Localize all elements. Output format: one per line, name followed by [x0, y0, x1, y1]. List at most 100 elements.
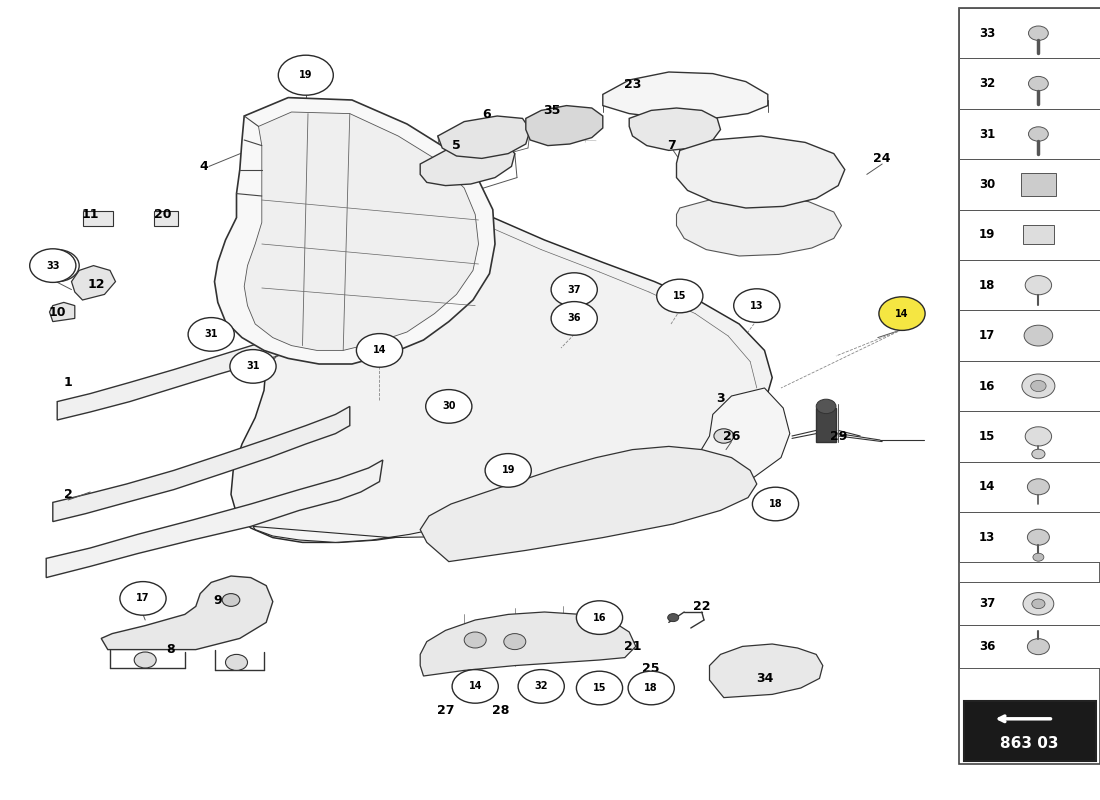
Circle shape	[1028, 76, 1048, 91]
Text: 9: 9	[213, 594, 222, 606]
Circle shape	[551, 302, 597, 335]
Circle shape	[134, 652, 156, 668]
Text: 30: 30	[979, 178, 996, 191]
Polygon shape	[57, 312, 346, 420]
Circle shape	[1022, 374, 1055, 398]
Circle shape	[30, 249, 76, 282]
Text: 13: 13	[979, 530, 996, 544]
Polygon shape	[50, 302, 75, 322]
Circle shape	[576, 671, 623, 705]
Text: 33: 33	[979, 26, 996, 40]
Text: 34: 34	[756, 672, 773, 685]
Text: 21: 21	[624, 640, 641, 653]
Bar	[154, 211, 178, 226]
Bar	[959, 582, 1100, 626]
Text: 15: 15	[593, 683, 606, 693]
Circle shape	[1032, 450, 1045, 459]
Text: 863 03: 863 03	[1000, 737, 1059, 751]
Circle shape	[485, 454, 531, 487]
Text: 7: 7	[667, 139, 675, 152]
Circle shape	[551, 273, 597, 306]
Circle shape	[188, 318, 234, 351]
Bar	[959, 361, 1100, 411]
Circle shape	[592, 610, 614, 626]
Circle shape	[1032, 599, 1045, 609]
Bar	[959, 159, 1100, 210]
Bar	[959, 310, 1100, 361]
Circle shape	[879, 297, 925, 330]
Bar	[816, 408, 836, 442]
Circle shape	[1028, 26, 1048, 40]
Bar	[959, 260, 1100, 310]
Circle shape	[426, 390, 472, 423]
Text: 32: 32	[535, 682, 548, 691]
Polygon shape	[53, 406, 350, 522]
Circle shape	[1027, 638, 1049, 654]
Text: 3: 3	[716, 392, 725, 405]
Circle shape	[1027, 530, 1049, 546]
Text: 31: 31	[205, 330, 218, 339]
Text: 11: 11	[81, 208, 99, 221]
Text: 27: 27	[437, 704, 454, 717]
Circle shape	[226, 654, 248, 670]
Text: 23: 23	[624, 78, 641, 90]
Text: 29: 29	[829, 430, 847, 442]
Polygon shape	[420, 446, 757, 562]
Bar	[959, 626, 1100, 668]
Text: 14: 14	[895, 309, 909, 318]
Text: 24: 24	[873, 152, 891, 165]
Circle shape	[734, 289, 780, 322]
Circle shape	[1025, 275, 1052, 295]
Text: 19: 19	[502, 466, 515, 475]
Circle shape	[1033, 554, 1044, 562]
Text: 22: 22	[693, 600, 711, 613]
Text: 13: 13	[750, 301, 763, 310]
Polygon shape	[253, 388, 790, 542]
Bar	[959, 462, 1100, 512]
Text: 12: 12	[88, 278, 106, 290]
Circle shape	[1027, 478, 1049, 494]
Polygon shape	[72, 266, 116, 300]
Circle shape	[464, 632, 486, 648]
Text: 28: 28	[492, 704, 509, 717]
Bar	[959, 411, 1100, 462]
Bar	[959, 109, 1100, 159]
Bar	[82, 211, 113, 226]
Text: 16: 16	[979, 379, 996, 393]
Circle shape	[752, 487, 799, 521]
Circle shape	[657, 279, 703, 313]
Circle shape	[356, 334, 403, 367]
Bar	[959, 8, 1100, 58]
Text: 8: 8	[166, 643, 175, 656]
Text: 37: 37	[979, 598, 996, 610]
Polygon shape	[438, 116, 530, 158]
Circle shape	[35, 250, 79, 282]
Circle shape	[120, 582, 166, 615]
Text: 5: 5	[452, 139, 461, 152]
Circle shape	[230, 350, 276, 383]
Text: 31: 31	[979, 127, 996, 141]
Polygon shape	[676, 136, 845, 208]
Text: 18: 18	[979, 278, 996, 292]
Text: 16: 16	[593, 613, 606, 622]
Circle shape	[518, 670, 564, 703]
Text: a passion for parts since 1985: a passion for parts since 1985	[331, 471, 593, 489]
Circle shape	[1025, 426, 1052, 446]
Text: 25: 25	[642, 662, 660, 674]
Text: 15: 15	[673, 291, 686, 301]
Text: 14: 14	[979, 480, 996, 494]
Text: 19: 19	[299, 70, 312, 80]
Bar	[959, 210, 1100, 260]
Bar	[1023, 225, 1054, 245]
Polygon shape	[603, 72, 768, 118]
Text: 35: 35	[543, 104, 561, 117]
Text: 14: 14	[469, 682, 482, 691]
Text: 18: 18	[769, 499, 782, 509]
Circle shape	[714, 429, 734, 443]
Text: 14: 14	[373, 346, 386, 355]
Bar	[959, 8, 1100, 764]
Polygon shape	[710, 644, 823, 698]
Circle shape	[576, 601, 623, 634]
Text: 36: 36	[568, 314, 581, 323]
Circle shape	[668, 614, 679, 622]
